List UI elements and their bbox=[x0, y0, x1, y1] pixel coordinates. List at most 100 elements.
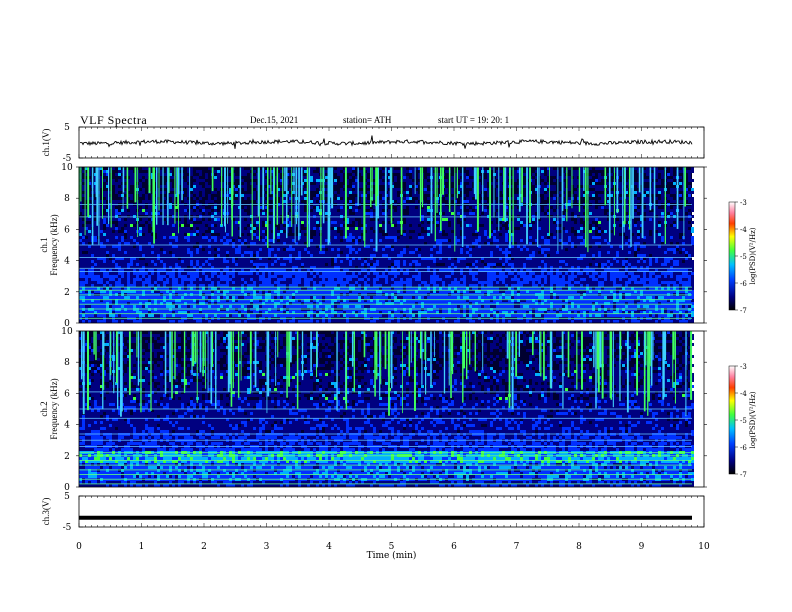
spectrogram-cell bbox=[208, 197, 211, 200]
spectrogram-cell bbox=[106, 185, 109, 188]
spectrogram-cell bbox=[646, 308, 655, 311]
spectrogram-cell bbox=[169, 275, 175, 278]
spectrogram-cell bbox=[658, 191, 661, 194]
spectrogram-cell bbox=[538, 245, 541, 248]
spectrogram-cell bbox=[346, 218, 349, 221]
spectrogram-cell bbox=[664, 296, 682, 299]
spectrogram-cell bbox=[355, 314, 358, 317]
spectrogram-cell bbox=[358, 251, 400, 254]
spectrogram-cell bbox=[496, 272, 499, 275]
spectrogram-cell bbox=[226, 233, 229, 236]
spectrogram-cell bbox=[526, 320, 529, 323]
spectrogram-cell bbox=[433, 176, 439, 179]
spectrogram-cell bbox=[526, 311, 529, 314]
ch1-frame bbox=[78, 126, 705, 159]
spectrogram-cell bbox=[655, 331, 661, 334]
spectrogram-cell bbox=[439, 337, 442, 340]
spectrogram-cell bbox=[523, 221, 526, 224]
spectrogram-cell bbox=[547, 263, 565, 266]
spectrogram-cell bbox=[82, 179, 91, 182]
spectrogram-cell bbox=[259, 299, 262, 302]
spectrogram-cell bbox=[589, 272, 592, 275]
spectrogram-cell bbox=[583, 257, 592, 260]
spectrogram-cell bbox=[433, 269, 436, 272]
spectrogram-cell bbox=[319, 302, 322, 305]
spectrogram-cell bbox=[454, 269, 460, 272]
spectrogram-cell bbox=[262, 239, 265, 242]
spectrogram-cell bbox=[643, 290, 676, 293]
spectrogram-cell bbox=[259, 275, 265, 278]
spectrogram-cell bbox=[235, 281, 244, 284]
spectrogram-cell bbox=[595, 188, 604, 191]
spectrogram-cell bbox=[358, 170, 364, 173]
spectrogram-cell bbox=[79, 269, 85, 272]
spectrogram-cell bbox=[394, 266, 397, 269]
spectrogram-cell bbox=[664, 287, 667, 290]
spectrogram-cell bbox=[610, 302, 613, 305]
spectrogram-cell bbox=[679, 311, 682, 314]
spectrogram-cell bbox=[496, 320, 499, 323]
spectrogram-cell bbox=[676, 245, 679, 248]
spectrogram-cell bbox=[283, 320, 286, 323]
spectrogram-cell bbox=[223, 290, 229, 293]
spectrogram-cell bbox=[358, 299, 361, 302]
spectrogram-cell bbox=[634, 245, 637, 248]
spectrogram-cell bbox=[313, 305, 316, 308]
spectrogram-cell bbox=[607, 263, 610, 266]
spectrogram-cell bbox=[424, 218, 427, 221]
spectrogram-cell bbox=[556, 218, 562, 221]
spectrogram-cell bbox=[412, 170, 415, 173]
spectrogram-cell bbox=[631, 314, 634, 317]
spectrogram-cell bbox=[319, 337, 322, 340]
spectrogram-cell bbox=[292, 269, 295, 272]
spectrogram-cell bbox=[511, 284, 523, 287]
spectrogram-cell bbox=[673, 263, 679, 266]
spectrogram-cell bbox=[601, 221, 622, 224]
spectrogram-cell bbox=[106, 308, 112, 311]
spectrogram-cell bbox=[277, 254, 289, 257]
spectrogram-cell bbox=[460, 248, 463, 251]
spectrogram-cell bbox=[295, 296, 310, 299]
spectrogram-cell bbox=[691, 311, 694, 314]
spectrogram-cell bbox=[541, 284, 544, 287]
spectrogram-cell bbox=[391, 287, 394, 290]
spectrogram-cell bbox=[184, 209, 187, 212]
spectrogram-cell bbox=[196, 302, 199, 305]
spectrogram-cell bbox=[640, 248, 667, 251]
spectrogram-cell bbox=[550, 188, 556, 191]
spectrogram-cell bbox=[406, 260, 412, 263]
spectrogram-cell bbox=[469, 224, 472, 227]
spectrogram-cell bbox=[661, 284, 667, 287]
spectrogram-cell bbox=[616, 260, 619, 263]
spectrogram-cell bbox=[520, 331, 523, 334]
spectrogram-cell bbox=[82, 170, 85, 173]
spectrogram-cell bbox=[607, 334, 610, 337]
spectrogram-cell bbox=[196, 320, 202, 323]
spectrogram-cell bbox=[568, 167, 571, 170]
spectrogram-cell bbox=[202, 191, 205, 194]
spectrogram-cell bbox=[163, 278, 166, 281]
spectrogram-cell bbox=[502, 281, 505, 284]
spectrogram-cell bbox=[616, 308, 619, 311]
spectrogram-cell bbox=[625, 272, 628, 275]
spectrogram-cell bbox=[286, 194, 292, 197]
spectrogram-cell bbox=[322, 302, 331, 305]
spectrogram-cell bbox=[169, 188, 178, 191]
spectrogram-cell bbox=[172, 290, 175, 293]
spectrogram-cell bbox=[178, 179, 184, 182]
spectrogram-cell bbox=[679, 176, 682, 179]
spectrogram-cell bbox=[100, 275, 103, 278]
spectrogram-cell bbox=[430, 206, 439, 209]
spectrogram-cell bbox=[616, 343, 619, 346]
spectrogram-cell bbox=[406, 337, 409, 340]
spectrogram-cell bbox=[364, 227, 370, 230]
spectrogram-cell bbox=[544, 296, 550, 299]
spectrogram-cell bbox=[151, 290, 154, 293]
spectrogram-cell bbox=[637, 331, 643, 334]
spectrogram-cell bbox=[82, 290, 85, 293]
spectrogram-cell bbox=[301, 308, 310, 311]
spectrogram-cell bbox=[427, 167, 430, 170]
spectrogram-cell bbox=[169, 287, 172, 290]
spectrogram-cell bbox=[550, 200, 556, 203]
spectrogram-cell bbox=[655, 272, 661, 275]
